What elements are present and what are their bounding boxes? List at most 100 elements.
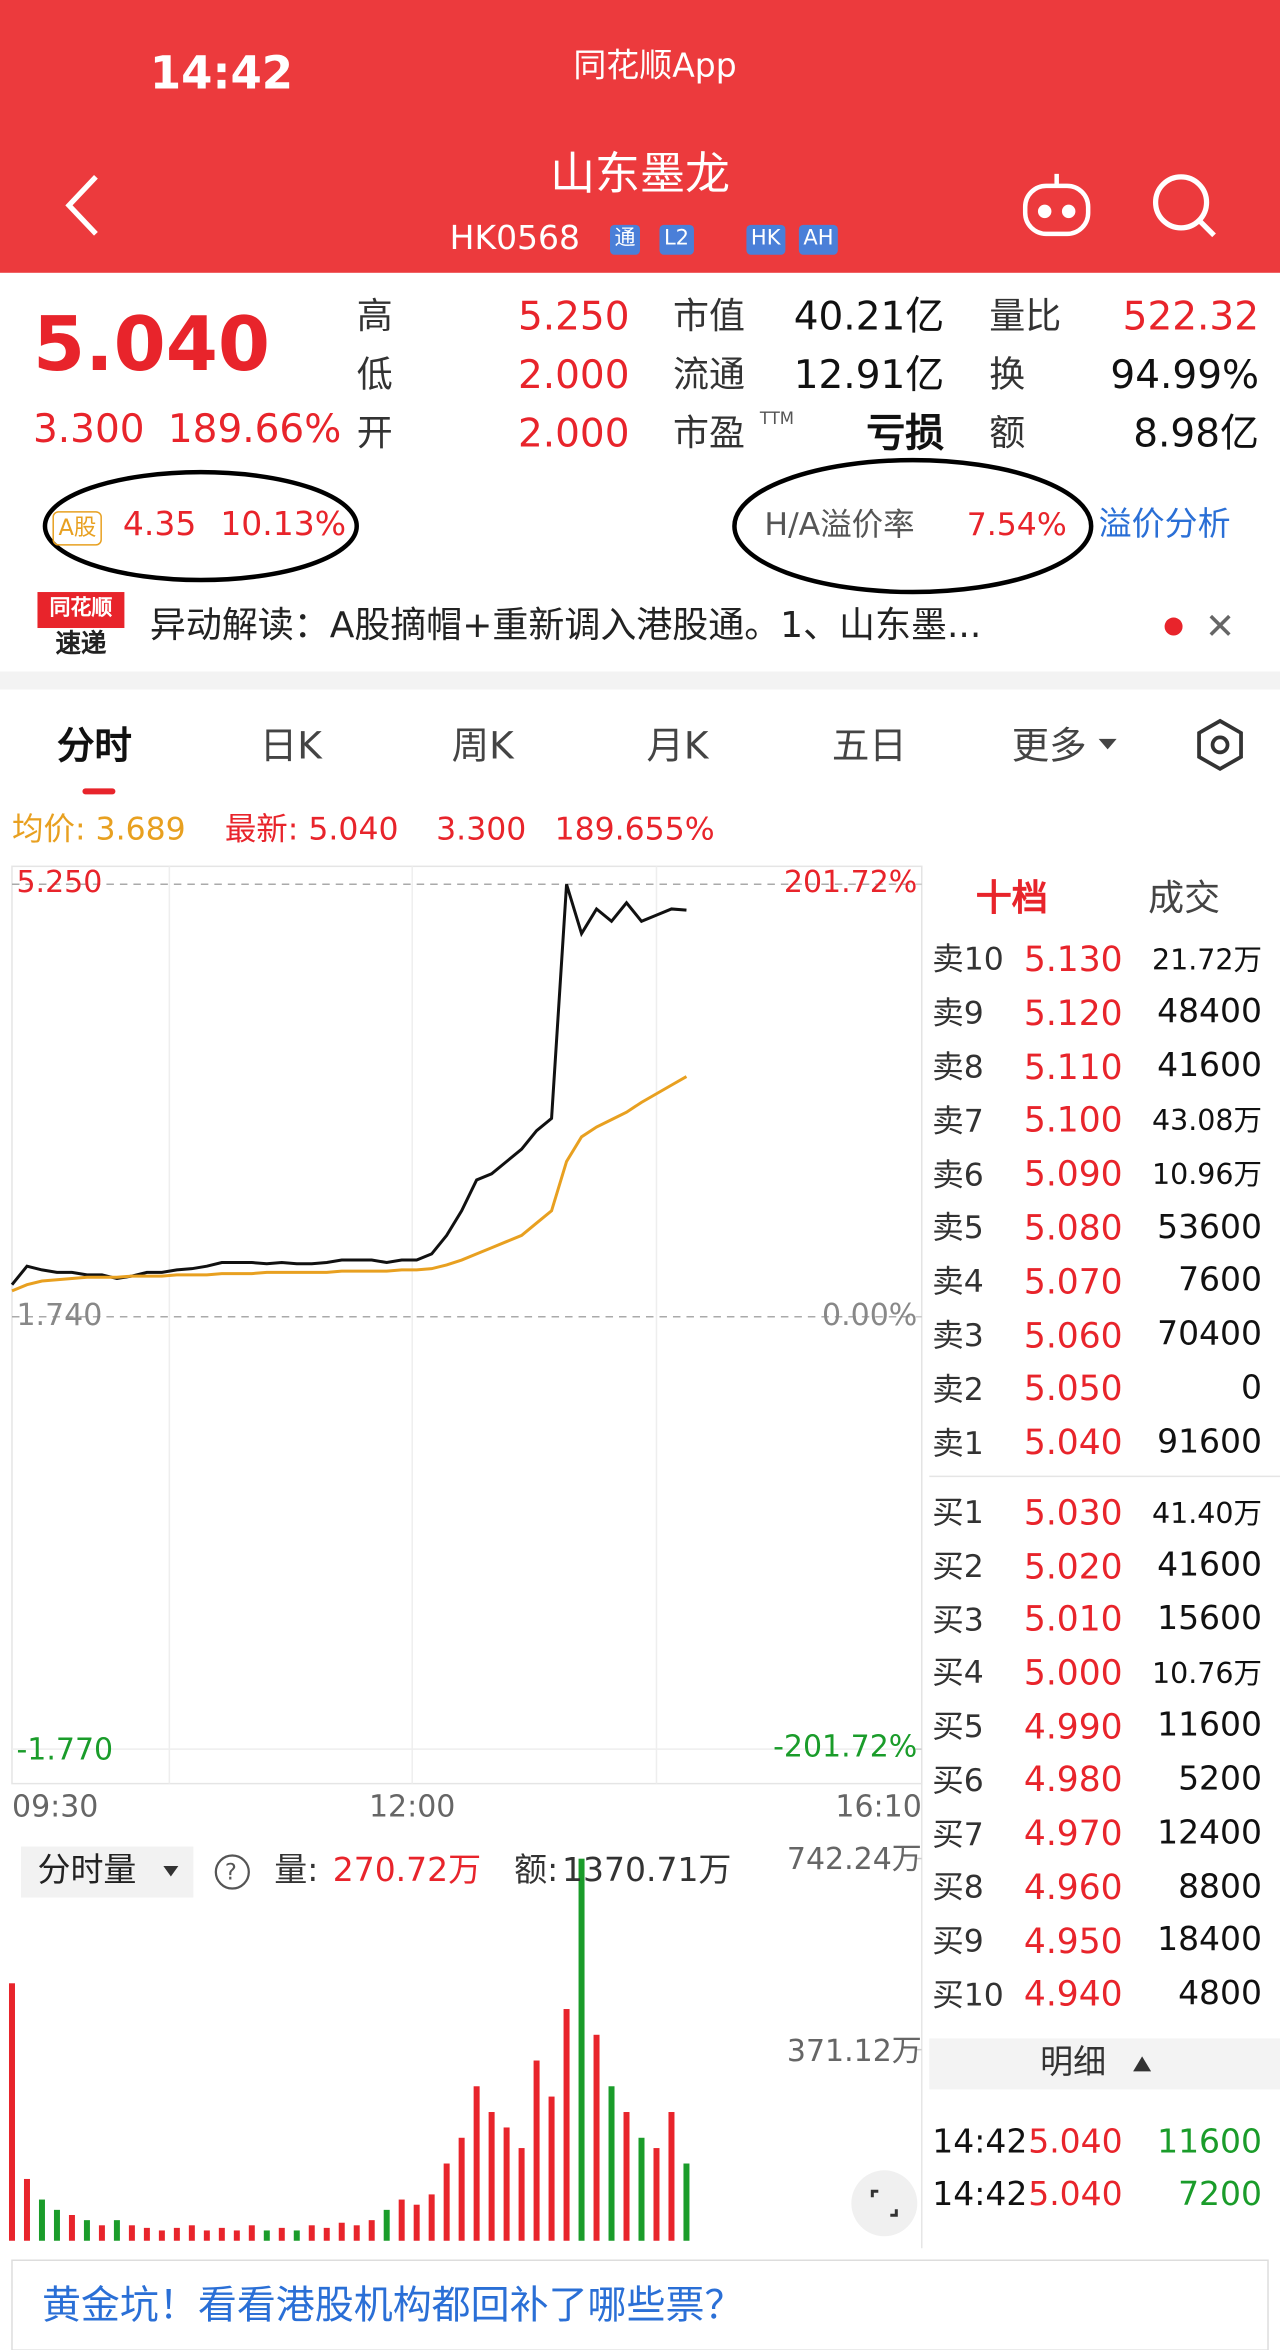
stat-label: 开 — [356, 412, 393, 455]
volume-bar — [398, 2199, 405, 2241]
y-tick-label: 5.250 — [16, 863, 103, 900]
book-volume: 10.76万 — [1151, 1657, 1263, 1691]
book-volume: 8800 — [1178, 1868, 1263, 1906]
book-volume: 41.40万 — [1151, 1496, 1263, 1530]
book-label: 买1 — [932, 1494, 984, 1531]
tab[interactable]: 五日 — [831, 723, 907, 767]
book-price: 4.960 — [1023, 1868, 1123, 1908]
book-volume: 7600 — [1178, 1262, 1263, 1301]
premium-label: H/A溢价率 — [764, 507, 915, 544]
premium-value: 7.54% — [966, 507, 1067, 544]
book-label: 卖8 — [932, 1049, 984, 1085]
status-app: 同花顺App — [573, 47, 737, 85]
tab[interactable]: 日K — [259, 723, 322, 767]
expand-button[interactable] — [851, 2170, 918, 2237]
book-label: 买10 — [932, 1976, 1004, 2013]
detail-arrow — [1133, 2056, 1152, 2072]
book-label: 卖2 — [932, 1370, 984, 1407]
badge: AH — [798, 225, 839, 255]
y2-tick-label: -201.72% — [773, 1728, 918, 1765]
x-tick-label: 16:10 — [835, 1788, 922, 1825]
volume-bar — [548, 2096, 555, 2241]
book-volume: 10.96万 — [1151, 1158, 1263, 1192]
stat-value: 522.32 — [1122, 294, 1260, 340]
book-price: 5.130 — [1023, 941, 1123, 981]
trade-volume: 7200 — [1178, 2175, 1263, 2214]
volume-bar — [593, 2034, 600, 2241]
volume-bar — [248, 2225, 255, 2241]
book-volume: 53600 — [1157, 1208, 1263, 1247]
book-label: 卖10 — [932, 941, 1004, 978]
stat-label: 流通 — [672, 354, 745, 396]
detail-bg[interactable] — [929, 2038, 1280, 2090]
volume-bar — [578, 1858, 585, 2241]
volume-bar — [68, 2215, 75, 2241]
volume-bar — [533, 2060, 540, 2241]
price-line — [10, 883, 687, 1286]
settings-icon[interactable] — [1197, 718, 1243, 772]
volume-dropdown[interactable]: 分时量 — [37, 1851, 137, 1890]
volume-bar — [338, 2222, 345, 2241]
book-volume: 91600 — [1157, 1423, 1263, 1462]
header-bg — [0, 0, 1280, 273]
stat-value: 亏损 — [866, 411, 945, 457]
book-price: 5.090 — [1023, 1155, 1123, 1195]
volume-bar — [128, 2225, 135, 2241]
volume-bar — [293, 2230, 300, 2241]
book-label: 卖5 — [932, 1210, 984, 1246]
book-volume: 43.08万 — [1151, 1104, 1263, 1138]
volume-bar — [188, 2225, 195, 2241]
book-price: 5.070 — [1023, 1263, 1123, 1303]
book-tab[interactable]: 成交 — [1148, 877, 1221, 920]
volume-bar — [308, 2225, 315, 2241]
book-label: 买8 — [932, 1869, 984, 1906]
premium-link[interactable]: 溢价分析 — [1098, 505, 1231, 544]
volume-bar — [518, 2148, 525, 2241]
book-price: 4.990 — [1023, 1708, 1123, 1748]
search-icon[interactable] — [1152, 174, 1216, 238]
separator — [0, 671, 1280, 690]
help-icon[interactable] — [214, 1854, 250, 1890]
dropdown-bg[interactable] — [20, 1846, 194, 1898]
book-volume: 11600 — [1157, 1707, 1263, 1746]
volume-bar — [368, 2220, 375, 2241]
detail-label[interactable]: 明细 — [1040, 2043, 1107, 2082]
book-price: 5.020 — [1023, 1547, 1123, 1587]
y-tick-label: -1.770 — [16, 1731, 114, 1768]
tab[interactable]: 周K — [451, 723, 514, 767]
volume-bar — [413, 2204, 420, 2241]
tab[interactable]: 分时 — [56, 723, 132, 767]
stat-value: 2.000 — [517, 353, 630, 399]
book-volume: 12400 — [1157, 1814, 1263, 1853]
book-price: 5.050 — [1023, 1370, 1123, 1410]
y2-tick-label: 0.00% — [822, 1295, 918, 1332]
book-volume: 70400 — [1157, 1316, 1263, 1354]
stat-label: 高 — [356, 295, 393, 338]
tab[interactable]: 更多 — [1011, 723, 1087, 767]
close-button[interactable]: ✕ — [1205, 605, 1236, 648]
tab[interactable]: 月K — [646, 723, 709, 767]
volume-bar — [53, 2209, 60, 2241]
book-label: 卖9 — [932, 995, 984, 1032]
volume-bar — [278, 2227, 285, 2241]
book-label: 卖6 — [932, 1156, 984, 1193]
book-price: 4.980 — [1023, 1761, 1123, 1801]
book-tab[interactable]: 十档 — [975, 877, 1048, 920]
x-tick-label: 09:30 — [11, 1788, 99, 1825]
stat-value: 8.98亿 — [1133, 411, 1260, 457]
book-volume: 15600 — [1157, 1600, 1263, 1639]
trade-time: 14:42 — [932, 2123, 1028, 2161]
back-button[interactable] — [65, 175, 98, 236]
book-label: 卖4 — [932, 1263, 984, 1300]
robot-icon[interactable] — [1022, 173, 1091, 237]
unread-dot — [1164, 617, 1183, 636]
stat-sup: TTM — [759, 409, 795, 430]
book-price: 5.080 — [1023, 1209, 1123, 1249]
banner-text[interactable]: 黄金坑！看看港股机构都回补了哪些票？ — [41, 2283, 744, 2329]
news-text[interactable]: 异动解读：A股摘帽+重新调入港股通。1、山东墨... — [149, 604, 982, 647]
volume-bar — [38, 2199, 45, 2241]
volume-bar — [668, 2112, 675, 2241]
badge: 通 — [610, 225, 641, 255]
change: 3.300 — [32, 407, 145, 453]
banner-box[interactable] — [11, 2259, 1269, 2350]
